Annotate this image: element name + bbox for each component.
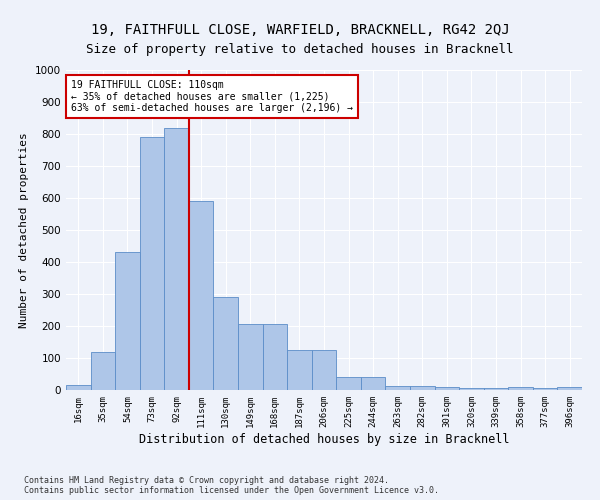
Text: Contains HM Land Registry data © Crown copyright and database right 2024.
Contai: Contains HM Land Registry data © Crown c… xyxy=(24,476,439,495)
Bar xyxy=(91,352,115,390)
Bar xyxy=(557,388,582,390)
Bar xyxy=(533,388,557,390)
Bar xyxy=(312,350,336,390)
Bar xyxy=(287,350,312,390)
Bar xyxy=(434,388,459,390)
Bar xyxy=(459,388,484,390)
Bar xyxy=(508,388,533,390)
X-axis label: Distribution of detached houses by size in Bracknell: Distribution of detached houses by size … xyxy=(139,432,509,446)
Bar xyxy=(189,201,214,390)
Bar xyxy=(361,377,385,390)
Bar xyxy=(410,386,434,390)
Bar xyxy=(164,128,189,390)
Bar xyxy=(115,252,140,390)
Bar xyxy=(214,297,238,390)
Bar xyxy=(263,324,287,390)
Bar xyxy=(140,137,164,390)
Bar xyxy=(484,388,508,390)
Bar xyxy=(66,385,91,390)
Bar xyxy=(336,377,361,390)
Bar xyxy=(238,324,263,390)
Text: Size of property relative to detached houses in Bracknell: Size of property relative to detached ho… xyxy=(86,42,514,56)
Text: 19 FAITHFULL CLOSE: 110sqm
← 35% of detached houses are smaller (1,225)
63% of s: 19 FAITHFULL CLOSE: 110sqm ← 35% of deta… xyxy=(71,80,353,113)
Text: 19, FAITHFULL CLOSE, WARFIELD, BRACKNELL, RG42 2QJ: 19, FAITHFULL CLOSE, WARFIELD, BRACKNELL… xyxy=(91,22,509,36)
Bar xyxy=(385,386,410,390)
Y-axis label: Number of detached properties: Number of detached properties xyxy=(19,132,29,328)
